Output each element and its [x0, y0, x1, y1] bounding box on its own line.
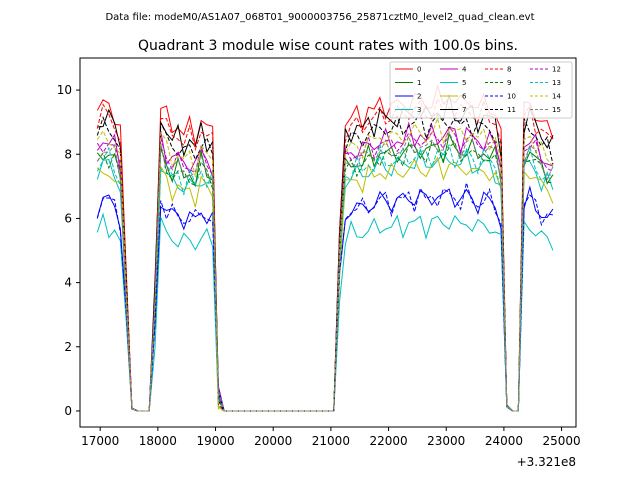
legend-label-0: 0: [417, 66, 421, 74]
plot-frame: [79, 57, 577, 428]
legend-label-6: 6: [462, 93, 467, 101]
x-axis-offset-label: +3.321e8: [517, 455, 576, 469]
series-line-5: [96, 147, 554, 412]
legend-label-14: 14: [552, 93, 561, 101]
series-line-7: [97, 94, 554, 412]
legend-label-3: 3: [417, 106, 421, 114]
series-line-12: [96, 125, 554, 412]
legend-label-12: 12: [552, 66, 561, 74]
series-line-11: [96, 110, 554, 412]
y-axis: 0 2 4 6 8 10: [57, 83, 80, 418]
series-line-0: [96, 84, 554, 412]
y-tick-label: 0: [64, 404, 72, 418]
series-line-14: [96, 116, 554, 412]
legend-label-15: 15: [552, 106, 561, 114]
series-line-1: [96, 132, 554, 412]
series-line-3: [96, 212, 554, 412]
x-tick-label: 18000: [139, 434, 177, 448]
series-line-9: [96, 140, 553, 412]
x-tick-label: 22000: [369, 434, 407, 448]
legend-label-11: 11: [507, 106, 516, 114]
legend-label-7: 7: [462, 106, 466, 114]
legend-label-10: 10: [507, 93, 516, 101]
series-line-2: [96, 185, 554, 412]
series-line-13: [96, 143, 554, 412]
y-tick-label: 6: [64, 211, 72, 225]
legend-label-2: 2: [417, 93, 421, 101]
x-tick-label: 20000: [254, 434, 292, 448]
series-line-15: [96, 130, 554, 412]
x-axis: 17000 18000 19000 20000 21000 22000 23000 24000…: [81, 427, 581, 448]
legend-label-4: 4: [462, 66, 467, 74]
legend-label-13: 13: [552, 79, 561, 87]
x-tick-label: 25000: [542, 434, 580, 448]
legend-label-5: 5: [462, 79, 466, 87]
x-tick-label: 24000: [485, 434, 523, 448]
legend-box: [389, 61, 573, 119]
y-tick-label: 8: [64, 147, 72, 161]
y-tick-label: 2: [64, 340, 72, 354]
figure-suptitle: Data file: modeM0/AS1A07_068T01_90000037…: [105, 12, 534, 23]
series-line-8: [96, 97, 554, 412]
y-tick-label: 10: [57, 83, 72, 97]
legend-label-9: 9: [507, 79, 511, 87]
legend-label-1: 1: [417, 79, 421, 87]
x-tick-label: 23000: [427, 434, 465, 448]
x-tick-label: 21000: [312, 434, 350, 448]
chart-title: Quadrant 3 module wise count rates with …: [138, 38, 518, 54]
series-line-6: [96, 156, 554, 412]
legend-label-8: 8: [507, 66, 511, 74]
plot-lines: [96, 84, 554, 412]
x-tick-label: 19000: [196, 434, 234, 448]
x-tick-label: 17000: [81, 434, 119, 448]
series-line-10: [96, 182, 554, 412]
y-tick-label: 4: [64, 276, 72, 290]
